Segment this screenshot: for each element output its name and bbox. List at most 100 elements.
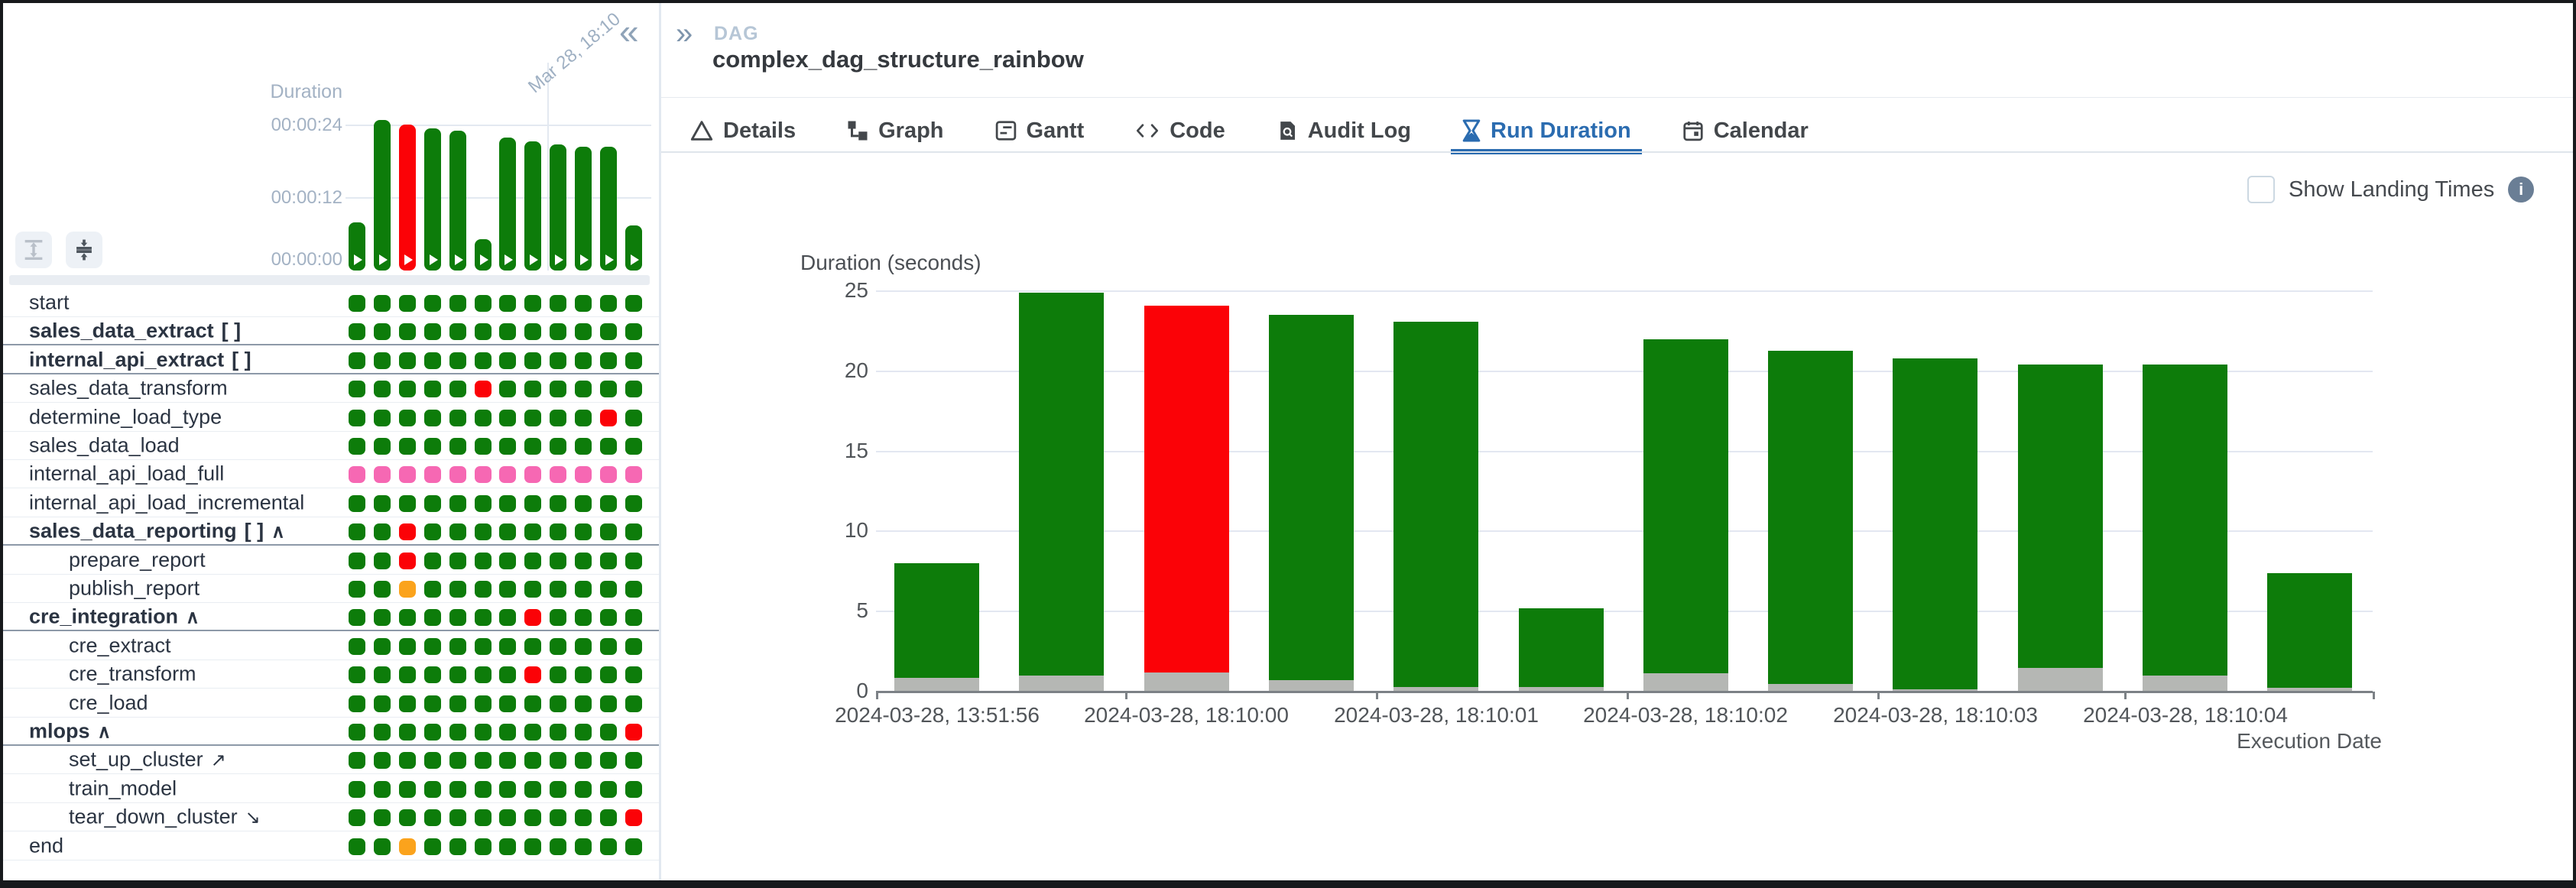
task-instance-square[interactable] (499, 752, 516, 769)
task-instance-square[interactable] (349, 838, 365, 855)
task-instance-square[interactable] (550, 638, 566, 655)
queued-duration-segment[interactable] (1144, 672, 1229, 692)
task-instance-square[interactable] (449, 495, 466, 512)
task-instance-square[interactable] (374, 523, 391, 540)
task-instance-square[interactable] (499, 466, 516, 483)
task-instance-square[interactable] (399, 523, 416, 540)
queued-duration-segment[interactable] (1519, 687, 1604, 692)
task-label[interactable]: mlops ∧ (29, 719, 112, 742)
task-instance-square[interactable] (524, 352, 541, 369)
task-label[interactable]: internal_api_extract[ ] (29, 348, 251, 371)
task-instance-square[interactable] (499, 352, 516, 369)
task-instance-square[interactable] (374, 666, 391, 683)
queued-duration-segment[interactable] (1893, 689, 1977, 692)
show-landing-times-checkbox[interactable] (2247, 176, 2275, 203)
task-instance-square[interactable] (424, 609, 441, 626)
task-instance-square[interactable] (550, 781, 566, 798)
task-instance-square[interactable] (524, 838, 541, 855)
task-instance-square[interactable] (524, 523, 541, 540)
queued-duration-segment[interactable] (1393, 687, 1478, 692)
task-instance-square[interactable] (550, 809, 566, 826)
task-instance-square[interactable] (449, 295, 466, 312)
task-label[interactable]: set_up_cluster ↗ (69, 747, 226, 771)
panel-divider[interactable] (659, 3, 661, 880)
task-instance-square[interactable] (475, 438, 492, 455)
mini-run-bar[interactable] (600, 147, 617, 271)
task-instance-square[interactable] (374, 809, 391, 826)
task-instance-square[interactable] (449, 466, 466, 483)
task-instance-square[interactable] (575, 352, 592, 369)
run-duration-bar[interactable] (1768, 351, 1853, 684)
task-instance-square[interactable] (349, 323, 365, 340)
task-instance-square[interactable] (625, 809, 642, 826)
task-instance-square[interactable] (550, 295, 566, 312)
task-instance-square[interactable] (399, 466, 416, 483)
task-instance-square[interactable] (575, 410, 592, 426)
task-instance-square[interactable] (374, 381, 391, 397)
task-instance-square[interactable] (374, 638, 391, 655)
task-instance-square[interactable] (600, 410, 617, 426)
queued-duration-segment[interactable] (1768, 684, 1853, 692)
double-chevron-right-icon[interactable]: » (676, 17, 693, 50)
task-instance-square[interactable] (399, 638, 416, 655)
task-instance-square[interactable] (625, 410, 642, 426)
task-instance-square[interactable] (349, 638, 365, 655)
task-label[interactable]: internal_api_load_full (29, 462, 225, 485)
task-label[interactable]: sales_data_transform (29, 376, 228, 400)
task-instance-square[interactable] (374, 438, 391, 455)
task-instance-square[interactable] (600, 381, 617, 397)
task-instance-square[interactable] (499, 523, 516, 540)
task-instance-square[interactable] (499, 781, 516, 798)
task-instance-square[interactable] (499, 838, 516, 855)
task-instance-square[interactable] (424, 553, 441, 569)
task-instance-square[interactable] (600, 752, 617, 769)
task-instance-square[interactable] (625, 695, 642, 712)
task-instance-square[interactable] (424, 695, 441, 712)
mini-run-bar[interactable] (399, 125, 416, 271)
task-instance-square[interactable] (349, 752, 365, 769)
task-instance-square[interactable] (374, 352, 391, 369)
task-instance-square[interactable] (424, 466, 441, 483)
run-duration-bar[interactable] (2143, 365, 2227, 676)
task-instance-square[interactable] (524, 495, 541, 512)
caret-up-icon[interactable]: ∧ (271, 521, 285, 542)
task-instance-square[interactable] (475, 695, 492, 712)
expand-all-rows-button[interactable] (15, 232, 52, 268)
task-instance-square[interactable] (374, 609, 391, 626)
task-instance-square[interactable] (575, 581, 592, 598)
mini-run-bar[interactable] (524, 141, 541, 271)
collapse-all-rows-button[interactable] (66, 232, 102, 268)
task-instance-square[interactable] (449, 381, 466, 397)
task-instance-square[interactable] (374, 724, 391, 741)
task-label[interactable]: start (29, 290, 70, 314)
grid-horizontal-scrollbar[interactable] (9, 275, 650, 285)
task-instance-square[interactable] (499, 410, 516, 426)
task-instance-square[interactable] (550, 495, 566, 512)
task-instance-square[interactable] (600, 724, 617, 741)
task-instance-square[interactable] (475, 609, 492, 626)
task-instance-square[interactable] (524, 438, 541, 455)
task-instance-square[interactable] (475, 781, 492, 798)
task-instance-square[interactable] (475, 410, 492, 426)
task-instance-square[interactable] (550, 438, 566, 455)
task-instance-square[interactable] (475, 666, 492, 683)
task-instance-square[interactable] (499, 323, 516, 340)
caret-up-icon[interactable]: ∧ (97, 721, 112, 742)
task-instance-square[interactable] (575, 752, 592, 769)
task-instance-square[interactable] (499, 581, 516, 598)
task-instance-square[interactable] (475, 523, 492, 540)
task-instance-square[interactable] (575, 295, 592, 312)
task-instance-square[interactable] (374, 295, 391, 312)
run-duration-bar[interactable] (2018, 365, 2103, 668)
task-instance-square[interactable] (349, 466, 365, 483)
task-instance-square[interactable] (575, 523, 592, 540)
task-instance-square[interactable] (424, 381, 441, 397)
task-instance-square[interactable] (575, 323, 592, 340)
task-instance-square[interactable] (424, 838, 441, 855)
task-instance-square[interactable] (349, 781, 365, 798)
task-instance-square[interactable] (449, 581, 466, 598)
task-instance-square[interactable] (575, 495, 592, 512)
task-instance-square[interactable] (374, 752, 391, 769)
task-label[interactable]: cre_transform (69, 662, 196, 685)
task-instance-square[interactable] (575, 638, 592, 655)
